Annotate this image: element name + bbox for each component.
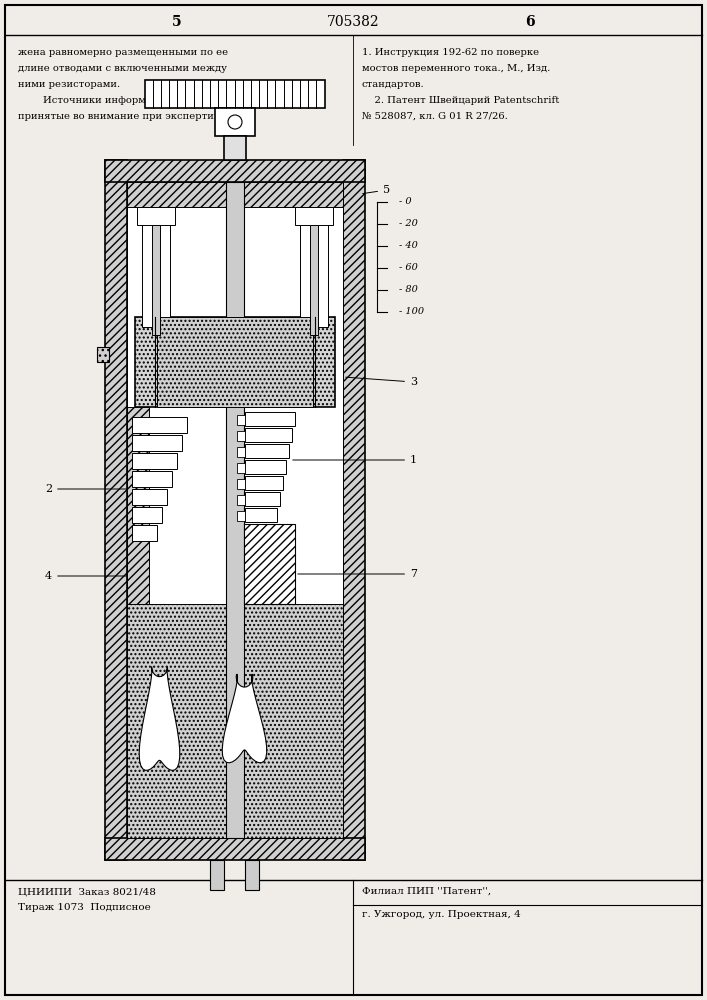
Polygon shape xyxy=(222,674,267,763)
Text: 3: 3 xyxy=(346,377,417,387)
Bar xyxy=(343,160,365,860)
Text: Филиал ПИП ''Патент'',: Филиал ПИП ''Патент'', xyxy=(362,887,491,896)
Bar xyxy=(105,838,365,860)
Text: ними резисторами.: ними резисторами. xyxy=(18,80,120,89)
Bar xyxy=(245,444,289,458)
Bar xyxy=(237,431,245,441)
Bar xyxy=(137,207,175,225)
Bar xyxy=(132,507,162,523)
Bar xyxy=(132,471,172,487)
Text: 1: 1 xyxy=(293,455,417,465)
Text: 4: 4 xyxy=(45,571,139,581)
Bar xyxy=(224,136,246,160)
Bar xyxy=(105,160,127,860)
Bar xyxy=(215,108,255,136)
Bar xyxy=(295,207,333,225)
Text: Источники информации,: Источники информации, xyxy=(18,96,175,105)
Text: - 60: - 60 xyxy=(399,263,418,272)
Polygon shape xyxy=(139,667,180,770)
Bar xyxy=(245,860,259,890)
Bar xyxy=(210,860,224,890)
Bar xyxy=(157,317,313,407)
Bar xyxy=(135,317,335,407)
Text: 2: 2 xyxy=(45,484,149,494)
Bar xyxy=(245,508,277,522)
Bar xyxy=(245,476,283,490)
Bar xyxy=(245,492,280,506)
Bar xyxy=(237,511,245,521)
Bar xyxy=(237,415,245,425)
Text: 6: 6 xyxy=(257,80,297,94)
Bar xyxy=(142,207,170,327)
Text: ЦНИИПИ  Заказ 8021/48: ЦНИИПИ Заказ 8021/48 xyxy=(18,887,156,896)
Text: - 100: - 100 xyxy=(399,308,424,316)
Text: 1. Инструкция 192-62 по поверке: 1. Инструкция 192-62 по поверке xyxy=(362,48,539,57)
Text: - 0: - 0 xyxy=(399,198,411,207)
Text: № 528087, кл. G 01 R 27/26.: № 528087, кл. G 01 R 27/26. xyxy=(362,112,508,121)
Text: жена равномерно размещенными по ее: жена равномерно размещенными по ее xyxy=(18,48,228,57)
Bar xyxy=(226,182,244,838)
Bar xyxy=(127,604,343,838)
Text: - 20: - 20 xyxy=(399,220,418,229)
Bar xyxy=(105,160,365,182)
Bar xyxy=(132,525,157,541)
Text: 5: 5 xyxy=(363,185,390,195)
Bar xyxy=(145,80,325,108)
Text: мостов переменного тока., М., Изд.: мостов переменного тока., М., Изд. xyxy=(362,64,550,73)
Text: 6: 6 xyxy=(525,15,534,29)
Bar xyxy=(152,225,160,335)
Text: - 80: - 80 xyxy=(399,286,418,294)
Bar xyxy=(245,412,295,426)
Bar xyxy=(127,182,343,838)
Bar xyxy=(127,182,343,207)
Text: г. Ужгород, ул. Проектная, 4: г. Ужгород, ул. Проектная, 4 xyxy=(362,910,521,919)
Bar xyxy=(132,489,167,505)
Bar xyxy=(237,495,245,505)
Circle shape xyxy=(228,115,242,129)
Bar xyxy=(237,447,245,457)
Text: 7: 7 xyxy=(298,569,417,579)
Bar xyxy=(97,347,109,362)
Bar xyxy=(245,460,286,474)
Bar xyxy=(132,435,182,451)
Text: Тираж 1073  Подписное: Тираж 1073 Подписное xyxy=(18,903,151,912)
Bar xyxy=(300,207,328,327)
Bar xyxy=(244,524,295,604)
Bar xyxy=(310,225,318,335)
Text: 705382: 705382 xyxy=(327,15,380,29)
Bar xyxy=(127,407,149,786)
Text: стандартов.: стандартов. xyxy=(362,80,425,89)
Bar xyxy=(237,479,245,489)
Text: принятые во внимание при экспертизе: принятые во внимание при экспертизе xyxy=(18,112,226,121)
Text: длине отводами с включенными между: длине отводами с включенными между xyxy=(18,64,227,73)
Bar xyxy=(245,428,292,442)
Text: 5: 5 xyxy=(173,15,182,29)
Text: - 40: - 40 xyxy=(399,241,418,250)
Bar xyxy=(132,453,177,469)
Bar xyxy=(237,463,245,473)
Bar xyxy=(132,417,187,433)
Text: 2. Патент Швейцарий Patentschrift: 2. Патент Швейцарий Patentschrift xyxy=(362,96,559,105)
